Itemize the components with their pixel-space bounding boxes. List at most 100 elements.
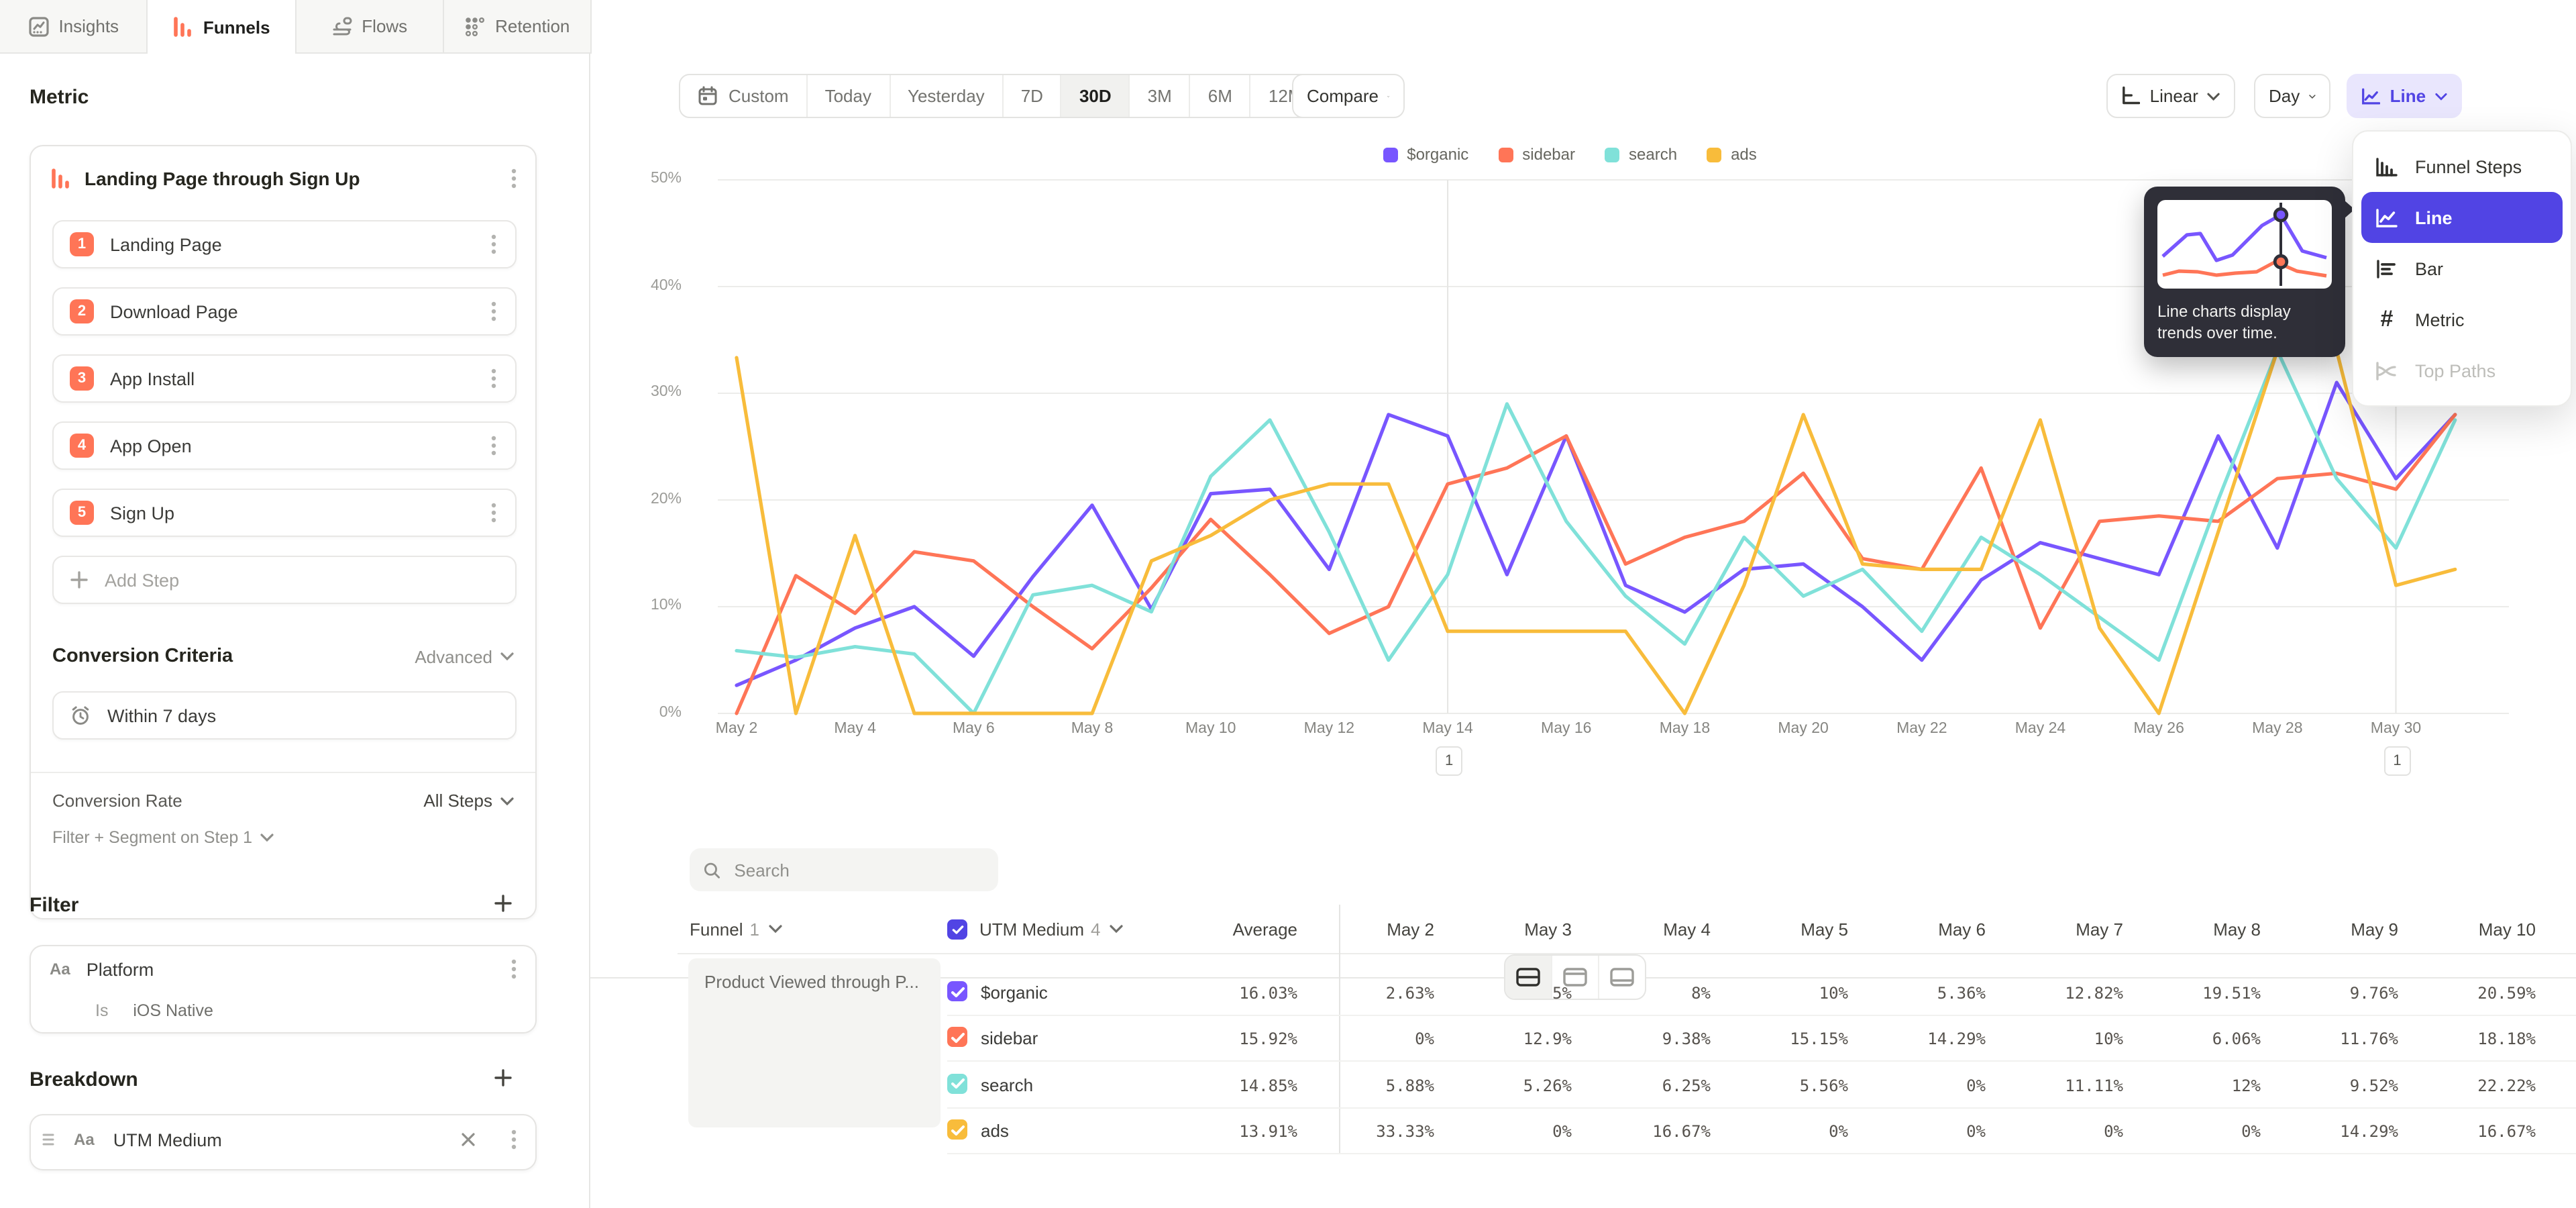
y-tick-label: 0% xyxy=(614,704,682,720)
chevron-down-icon xyxy=(500,652,514,660)
row-label: $organic xyxy=(981,983,1048,1003)
step-kebab-icon[interactable] xyxy=(486,435,502,456)
tab-insights[interactable]: Insights xyxy=(0,0,148,52)
column-header-may-5[interactable]: May 5 xyxy=(1727,907,1848,950)
scale-button[interactable]: Linear xyxy=(2106,74,2235,118)
filter-segment-select[interactable]: Filter + Segment on Step 1 xyxy=(52,828,274,847)
column-header-may-4[interactable]: May 4 xyxy=(1590,907,1711,950)
granularity-button[interactable]: Day xyxy=(2254,74,2330,118)
tooltip-text: Line charts display trends over time. xyxy=(2157,301,2332,344)
step-kebab-icon[interactable] xyxy=(486,301,502,322)
annotation-badge[interactable]: 1 xyxy=(1436,746,1462,776)
breakdown-column-header[interactable]: UTM Medium 4 xyxy=(947,907,1124,950)
plus-icon xyxy=(70,570,89,589)
menu-item-label: Funnel Steps xyxy=(2415,156,2522,177)
metric-section-title: Metric xyxy=(30,86,89,109)
funnel-kebab-icon[interactable] xyxy=(506,168,522,189)
conversion-criteria-advanced[interactable]: Advanced xyxy=(415,646,514,666)
row-checkbox[interactable] xyxy=(947,1027,967,1048)
step-number-badge: 3 xyxy=(70,366,94,391)
step-kebab-icon[interactable] xyxy=(486,368,502,389)
row-checkbox[interactable] xyxy=(947,1074,967,1094)
row-value: 18.18% xyxy=(2408,1030,2536,1049)
kebab-icon xyxy=(491,435,496,456)
conversion-rate-label: Conversion Rate xyxy=(52,791,182,811)
funnel-step-3[interactable]: 3 App Install xyxy=(52,354,517,403)
tab-label: Flows xyxy=(362,16,407,36)
funnel-column-header[interactable]: Funnel 1 xyxy=(690,907,782,950)
select-all-checkbox[interactable] xyxy=(947,919,967,939)
row-checkbox[interactable] xyxy=(947,1119,967,1140)
row-value: 22.22% xyxy=(2408,1076,2536,1095)
column-header-may-10[interactable]: May 10 xyxy=(2415,907,2536,950)
menu-item-metric[interactable]: #Metric xyxy=(2361,294,2563,345)
conversion-rate-select[interactable]: All Steps xyxy=(423,791,514,811)
x-tick-label: May 10 xyxy=(1164,721,1258,737)
chart-type-tooltip: Line charts display trends over time. xyxy=(2144,187,2345,358)
x-tick-label: May 12 xyxy=(1282,721,1376,737)
column-header-may-9[interactable]: May 9 xyxy=(2277,907,2398,950)
row-value: 0% xyxy=(1444,1122,1572,1141)
range-custom[interactable]: Custom xyxy=(680,75,808,117)
step-number-badge: 5 xyxy=(70,501,94,525)
column-header-may-6[interactable]: May 6 xyxy=(1865,907,1986,950)
retention-icon xyxy=(464,15,486,37)
filter-section-title: Filter xyxy=(30,894,78,917)
range-7d[interactable]: 7D xyxy=(1004,75,1062,117)
row-value: 9.38% xyxy=(1583,1030,1711,1049)
tab-flows[interactable]: Flows xyxy=(296,0,444,52)
tab-funnels[interactable]: Funnels xyxy=(148,0,297,54)
column-header-may-7[interactable]: May 7 xyxy=(2002,907,2123,950)
range-30d[interactable]: 30D xyxy=(1062,75,1130,117)
add-step-button[interactable]: Add Step xyxy=(52,556,517,604)
tab-retention[interactable]: Retention xyxy=(444,0,591,52)
compare-button[interactable]: Compare xyxy=(1292,74,1405,118)
y-tick-label: 50% xyxy=(614,170,682,187)
conversion-window[interactable]: Within 7 days xyxy=(52,691,517,740)
tab-label: Retention xyxy=(495,16,570,36)
step-kebab-icon[interactable] xyxy=(486,234,502,255)
row-value: 9.52% xyxy=(2271,1076,2398,1095)
row-value: 15.15% xyxy=(1721,1030,1848,1049)
range-6m[interactable]: 6M xyxy=(1191,75,1251,117)
row-checkbox[interactable] xyxy=(947,981,967,1001)
column-header-may-2[interactable]: May 2 xyxy=(1313,907,1434,950)
funnel-step-4[interactable]: 4 App Open xyxy=(52,421,517,470)
funnels-icon xyxy=(50,168,71,189)
search-input[interactable] xyxy=(731,858,985,881)
y-tick-label: 20% xyxy=(614,491,682,507)
menu-item-bar[interactable]: Bar xyxy=(2361,243,2563,294)
funnel-steps-icon xyxy=(2375,156,2399,177)
x-tick-label: May 18 xyxy=(1638,721,1731,737)
menu-item-funnel-steps[interactable]: Funnel Steps xyxy=(2361,141,2563,192)
add-filter-button[interactable] xyxy=(491,891,515,915)
tab-bar: Insights Funnels Flows Retention xyxy=(0,0,592,54)
column-header-average[interactable]: Average xyxy=(1177,907,1297,950)
step-label: Landing Page xyxy=(110,234,470,254)
menu-item-label: Top Paths xyxy=(2415,360,2496,381)
chart-type-menu: Funnel Steps Line Bar #Metric Top Paths xyxy=(2352,130,2572,407)
funnel-step-2[interactable]: 2 Download Page xyxy=(52,287,517,336)
menu-item-line[interactable]: Line xyxy=(2361,192,2563,243)
row-value: 14.85% xyxy=(1170,1076,1297,1095)
search-box[interactable] xyxy=(690,848,998,891)
linear-scale-icon xyxy=(2121,86,2141,106)
funnel-step-5[interactable]: 5 Sign Up xyxy=(52,489,517,537)
step-number-badge: 4 xyxy=(70,434,94,458)
row-value: 15.92% xyxy=(1170,1030,1297,1049)
tab-label: Funnels xyxy=(203,17,270,37)
menu-item-label: Bar xyxy=(2415,258,2443,279)
range-today[interactable]: Today xyxy=(808,75,890,117)
funnel-step-1[interactable]: 1 Landing Page xyxy=(52,220,517,268)
range-3m[interactable]: 3M xyxy=(1130,75,1191,117)
column-header-may-8[interactable]: May 8 xyxy=(2140,907,2261,950)
step-kebab-icon[interactable] xyxy=(486,502,502,523)
annotation-badge[interactable]: 1 xyxy=(2384,746,2411,776)
row-value: 5% xyxy=(1444,984,1572,1003)
range-yesterday[interactable]: Yesterday xyxy=(890,75,1004,117)
x-tick-label: May 20 xyxy=(1756,721,1850,737)
y-tick-label: 30% xyxy=(614,384,682,400)
chart-type-button[interactable]: Line xyxy=(2347,74,2462,118)
line-chart-icon xyxy=(2375,207,2399,228)
column-header-may-3[interactable]: May 3 xyxy=(1451,907,1572,950)
